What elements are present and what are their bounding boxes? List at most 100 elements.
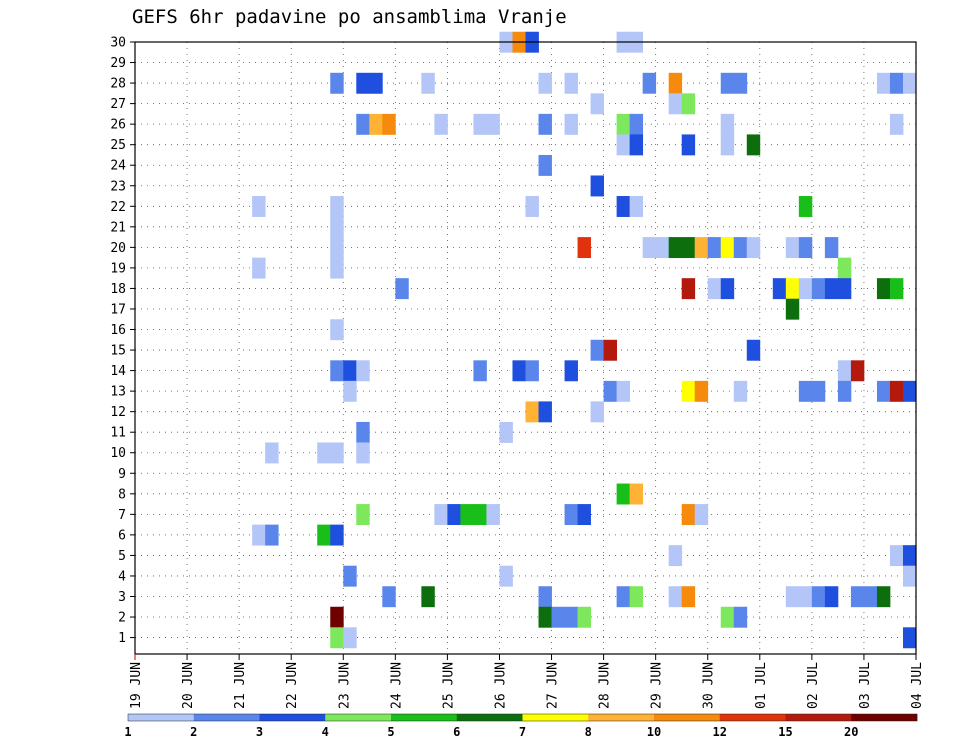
x-tick-label: 21 JUN xyxy=(233,662,248,709)
legend-frame xyxy=(127,713,918,722)
y-tick-label: 28 xyxy=(110,77,126,92)
x-tick-label: 20 JUN xyxy=(181,662,196,709)
heatmap-cell xyxy=(538,72,552,94)
heatmap-cell xyxy=(668,237,683,259)
legend-label: 2 xyxy=(190,725,197,739)
y-tick-label: 14 xyxy=(110,364,126,379)
heatmap-cell xyxy=(889,278,904,300)
heatmap-cell xyxy=(382,113,396,135)
y-tick-label: 9 xyxy=(118,467,126,482)
heatmap-cell xyxy=(811,278,826,300)
legend-swatch xyxy=(128,714,195,721)
heatmap-cell xyxy=(746,339,761,361)
heatmap-cell xyxy=(252,257,266,279)
heatmap-cell xyxy=(330,627,344,649)
heatmap-cell xyxy=(668,545,683,567)
heatmap-cell xyxy=(525,196,539,217)
heatmap-cell xyxy=(863,586,878,608)
legend-label: 5 xyxy=(387,725,394,739)
heatmap-cell xyxy=(889,545,904,567)
heatmap-cell xyxy=(473,113,487,135)
heatmap-cell xyxy=(720,237,735,259)
legend-swatch xyxy=(522,714,589,721)
heatmap-cell xyxy=(252,196,266,217)
heatmap-cell xyxy=(616,113,631,135)
heatmap-cell xyxy=(486,504,500,526)
heatmap-cell xyxy=(421,72,435,94)
heatmap-cell xyxy=(356,442,370,464)
y-tick-label: 17 xyxy=(110,302,126,317)
heatmap-cell xyxy=(668,72,683,94)
heatmap-cell xyxy=(798,586,813,608)
heatmap-cell xyxy=(707,237,722,259)
y-tick-label: 23 xyxy=(110,179,126,194)
heatmap-cell xyxy=(616,134,631,156)
heatmap-cell xyxy=(733,72,748,94)
heatmap-cell xyxy=(837,380,852,402)
heatmap-cell xyxy=(538,606,552,628)
heatmap-cell xyxy=(811,380,826,402)
heatmap-cell xyxy=(629,113,644,135)
heatmap-cell xyxy=(330,606,344,628)
x-tick-label: 30 JUN xyxy=(702,662,717,709)
heatmap-cell xyxy=(343,565,357,587)
heatmap-cell xyxy=(525,360,539,382)
heatmap-cell xyxy=(694,380,709,402)
heatmap-cell xyxy=(317,442,331,464)
legend-label: 6 xyxy=(453,725,460,739)
heatmap-cell xyxy=(668,93,683,115)
x-tick-label: 25 JUN xyxy=(441,662,456,709)
heatmap-cell xyxy=(681,278,696,300)
y-tick-label: 19 xyxy=(110,261,126,276)
heatmap-cell xyxy=(811,586,826,608)
heatmap-cell xyxy=(590,175,604,197)
heatmap-cell xyxy=(902,380,917,402)
heatmap-cell xyxy=(265,442,279,464)
heatmap-cell xyxy=(876,72,891,94)
legend-swatch xyxy=(325,714,392,721)
x-tick-label: 02 JUL xyxy=(806,662,821,709)
heatmap-cell xyxy=(616,483,631,505)
heatmap-cell xyxy=(889,113,904,135)
grid-lines xyxy=(135,41,916,654)
heatmap-cell xyxy=(785,237,800,259)
heatmap-cell xyxy=(681,380,696,402)
heatmap-cell xyxy=(473,360,487,382)
heatmap-cell xyxy=(629,586,644,608)
y-tick-label: 21 xyxy=(110,220,126,235)
heatmap-cell xyxy=(577,504,591,526)
heatmap-cell xyxy=(330,216,344,238)
heatmap-cell xyxy=(720,134,735,156)
chart-title: GEFS 6hr padavine po ansamblima Vranje xyxy=(132,6,567,28)
y-tick-label: 16 xyxy=(110,323,126,338)
heatmap-cell xyxy=(876,586,891,608)
legend-swatch xyxy=(851,714,918,721)
heatmap-cell xyxy=(564,113,578,135)
y-tick-label: 24 xyxy=(110,159,126,174)
y-tick-label: 27 xyxy=(110,97,126,112)
heatmap-cell xyxy=(798,278,813,300)
y-tick-label: 7 xyxy=(118,508,126,523)
y-tick-label: 8 xyxy=(118,487,126,502)
heatmap-cell xyxy=(889,72,904,94)
heatmap-cell xyxy=(785,278,800,300)
heatmap-cell xyxy=(824,237,839,259)
heatmap-cell xyxy=(590,339,604,361)
y-tick-label: 2 xyxy=(118,611,126,626)
y-tick-label: 10 xyxy=(110,446,126,461)
heatmap-cell xyxy=(421,586,435,608)
x-axis-ticks: 19 JUN 20 JUN 21 JUN 22 JUN 23 JUN 24 JUN 25 J… xyxy=(129,654,925,709)
x-tick-label: 28 JUN xyxy=(598,662,613,709)
heatmap-cell xyxy=(330,72,344,94)
heatmap-cell xyxy=(616,586,631,608)
legend-swatch xyxy=(391,714,458,721)
legend-label: 20 xyxy=(844,725,858,739)
legend-label: 4 xyxy=(322,725,329,739)
y-tick-label: 11 xyxy=(110,426,126,441)
heatmap-cell xyxy=(642,72,657,94)
heatmap-cell xyxy=(876,278,891,300)
y-tick-label: 4 xyxy=(118,569,126,584)
heatmap-cell xyxy=(499,421,513,443)
y-tick-label: 18 xyxy=(110,282,126,297)
